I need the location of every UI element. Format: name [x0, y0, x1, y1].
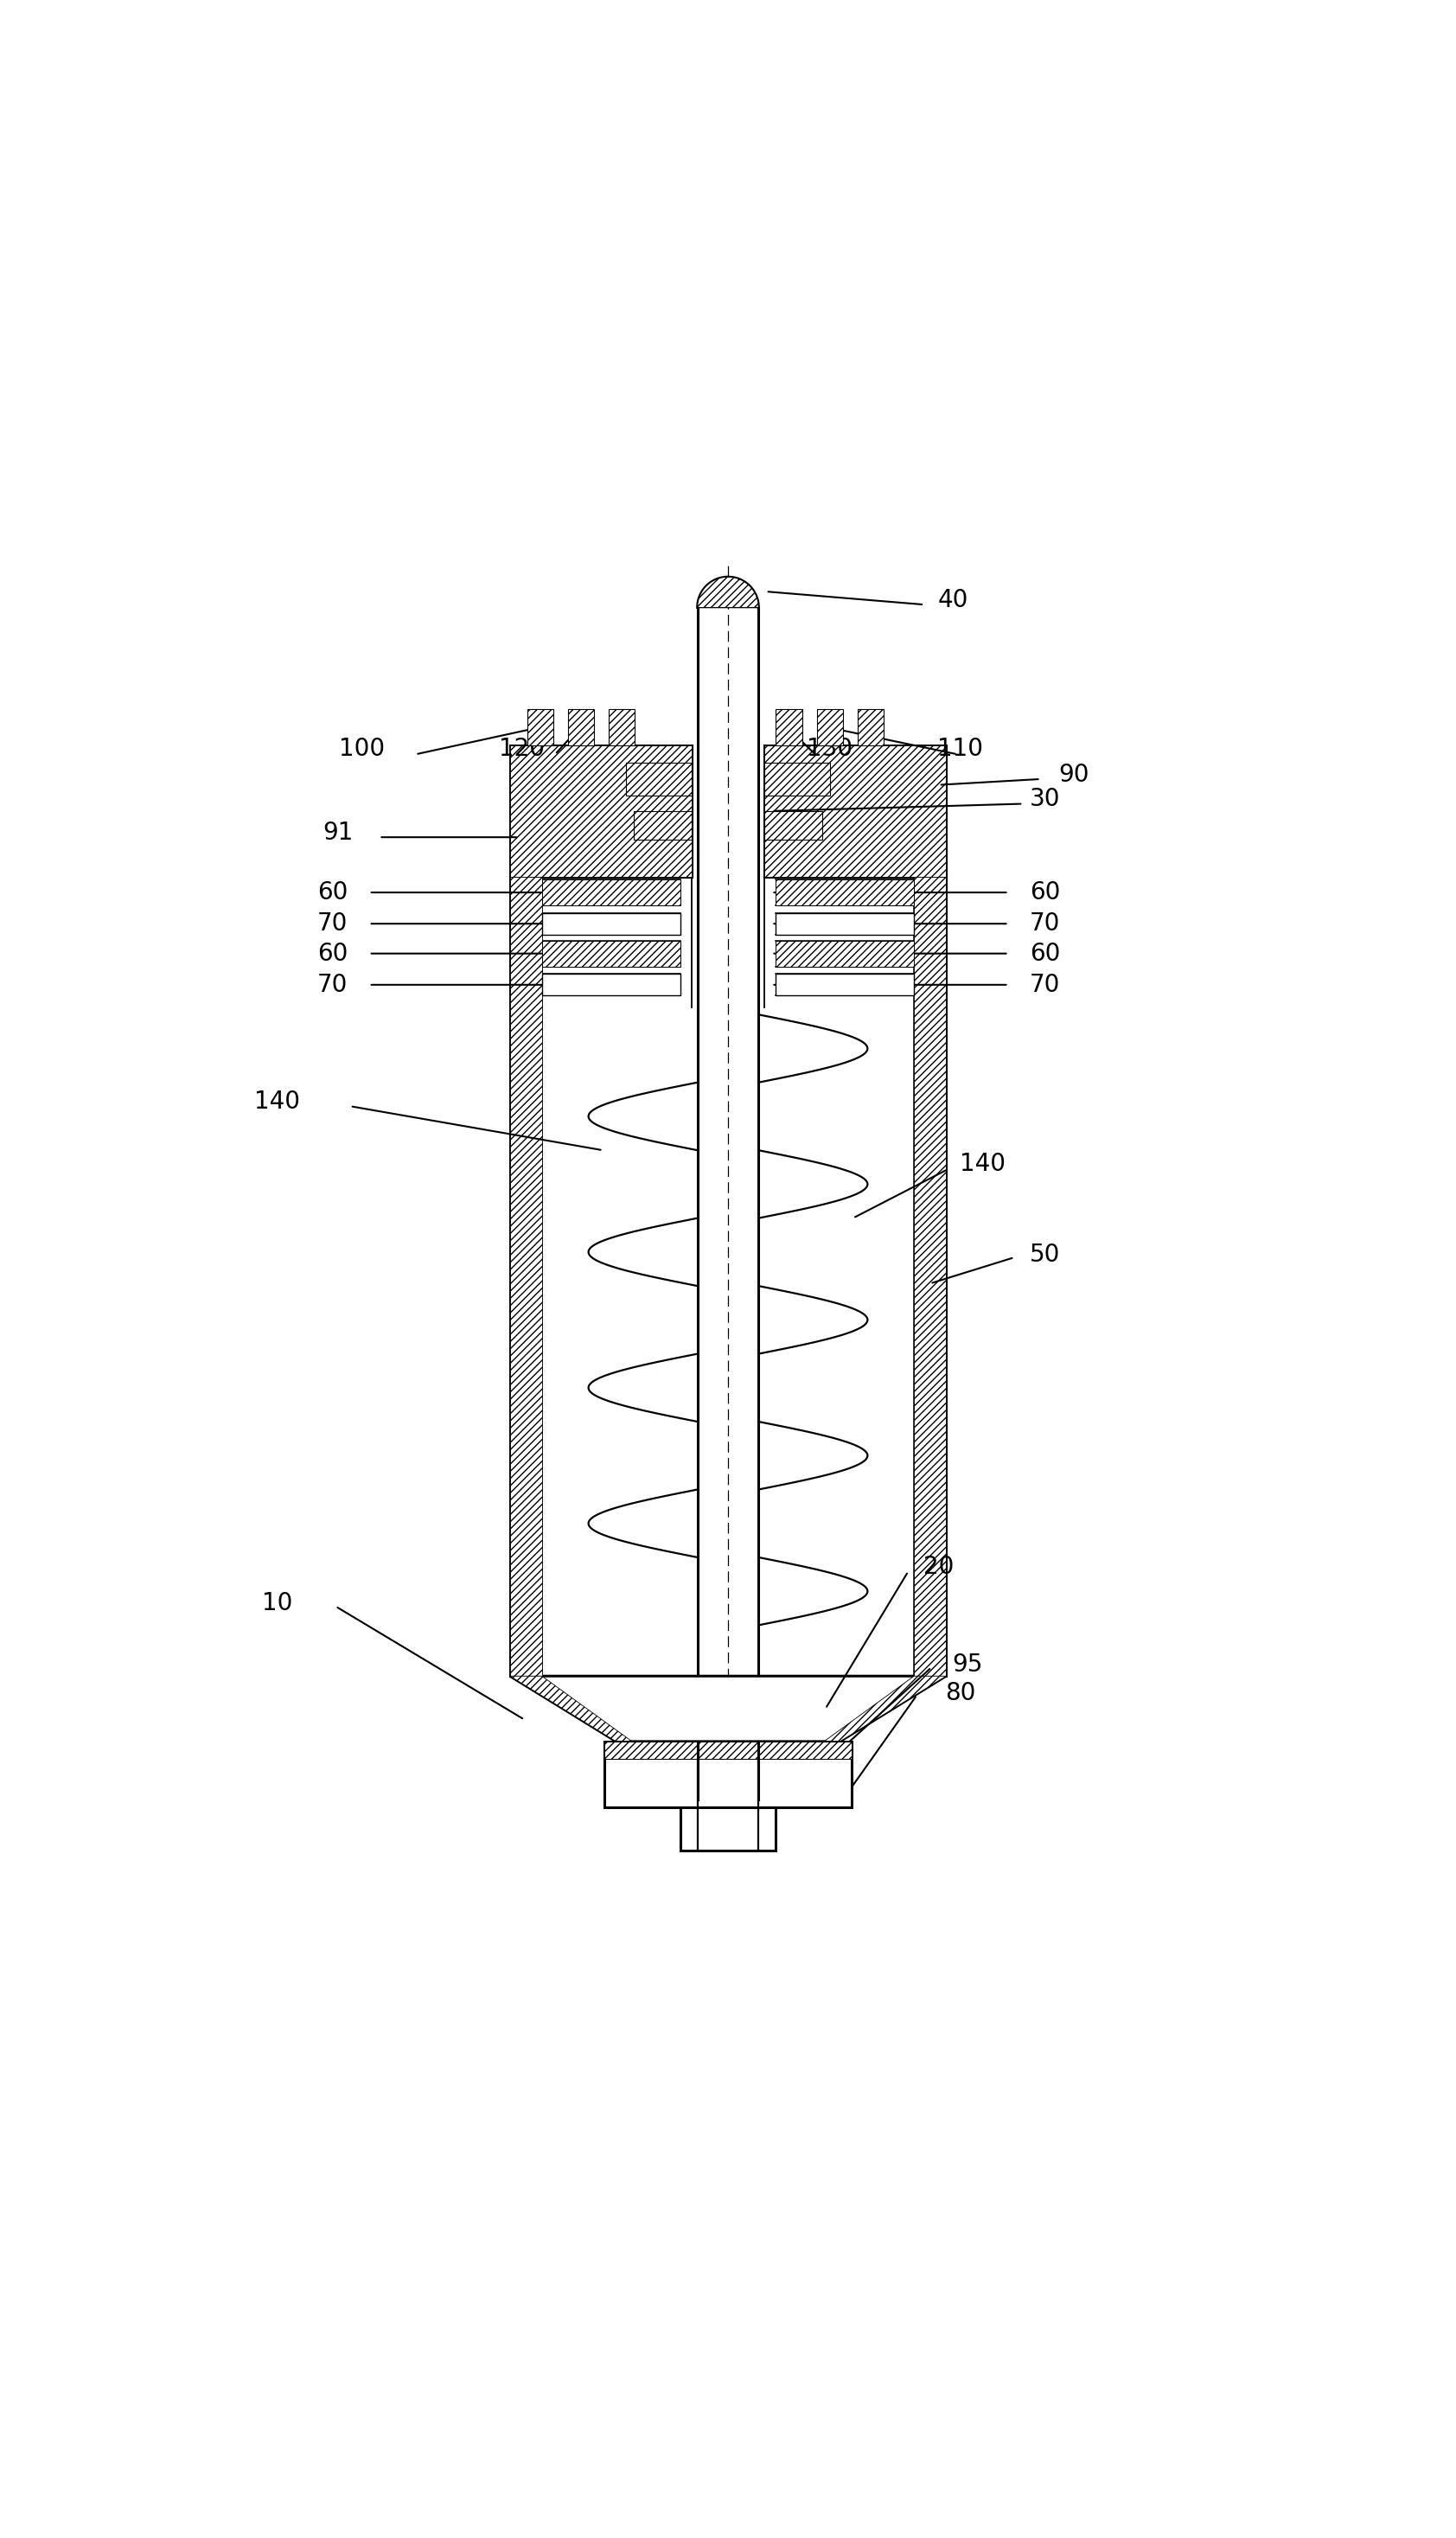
Text: 140: 140: [255, 1089, 300, 1114]
Text: 70: 70: [1029, 911, 1060, 937]
Bar: [764, 812, 823, 840]
Bar: [914, 876, 946, 1675]
Bar: [858, 708, 884, 746]
Text: 90: 90: [1059, 761, 1089, 787]
Polygon shape: [697, 576, 759, 607]
Bar: [633, 812, 692, 840]
Text: 120: 120: [498, 736, 545, 761]
Bar: [776, 878, 914, 906]
Bar: [510, 876, 542, 1675]
Bar: [764, 746, 946, 876]
Text: 70: 70: [317, 972, 348, 997]
Text: 60: 60: [317, 942, 348, 964]
Text: 110: 110: [938, 736, 983, 761]
Bar: [604, 1741, 852, 1759]
Bar: [776, 914, 914, 934]
Text: 100: 100: [339, 736, 384, 761]
Bar: [609, 708, 635, 746]
Text: 140: 140: [960, 1152, 1005, 1178]
Polygon shape: [824, 1675, 946, 1741]
Bar: [776, 975, 914, 995]
Polygon shape: [510, 1675, 632, 1741]
Bar: [764, 761, 830, 794]
Text: 70: 70: [1029, 972, 1060, 997]
Bar: [542, 975, 680, 995]
Bar: [626, 761, 692, 794]
Bar: [604, 1741, 852, 1807]
Text: 95: 95: [952, 1652, 983, 1678]
Text: 40: 40: [938, 589, 968, 612]
Bar: [817, 708, 843, 746]
Text: 80: 80: [945, 1680, 976, 1706]
Text: 60: 60: [317, 881, 348, 904]
Text: 10: 10: [262, 1591, 293, 1617]
Text: 91: 91: [323, 820, 354, 845]
Text: 130: 130: [807, 736, 853, 761]
Bar: [776, 708, 802, 746]
Text: 20: 20: [923, 1556, 954, 1579]
Text: 30: 30: [1029, 787, 1060, 812]
Polygon shape: [510, 1675, 946, 1741]
Text: 50: 50: [1029, 1244, 1060, 1266]
Bar: [568, 708, 594, 746]
Bar: [776, 942, 914, 967]
Text: 60: 60: [1029, 881, 1060, 904]
Bar: [542, 914, 680, 934]
Text: 70: 70: [317, 911, 348, 937]
Text: 60: 60: [1029, 942, 1060, 964]
Bar: [681, 1807, 775, 1850]
Bar: [542, 942, 680, 967]
Bar: [510, 746, 692, 876]
Bar: [542, 878, 680, 906]
Bar: [527, 708, 553, 746]
